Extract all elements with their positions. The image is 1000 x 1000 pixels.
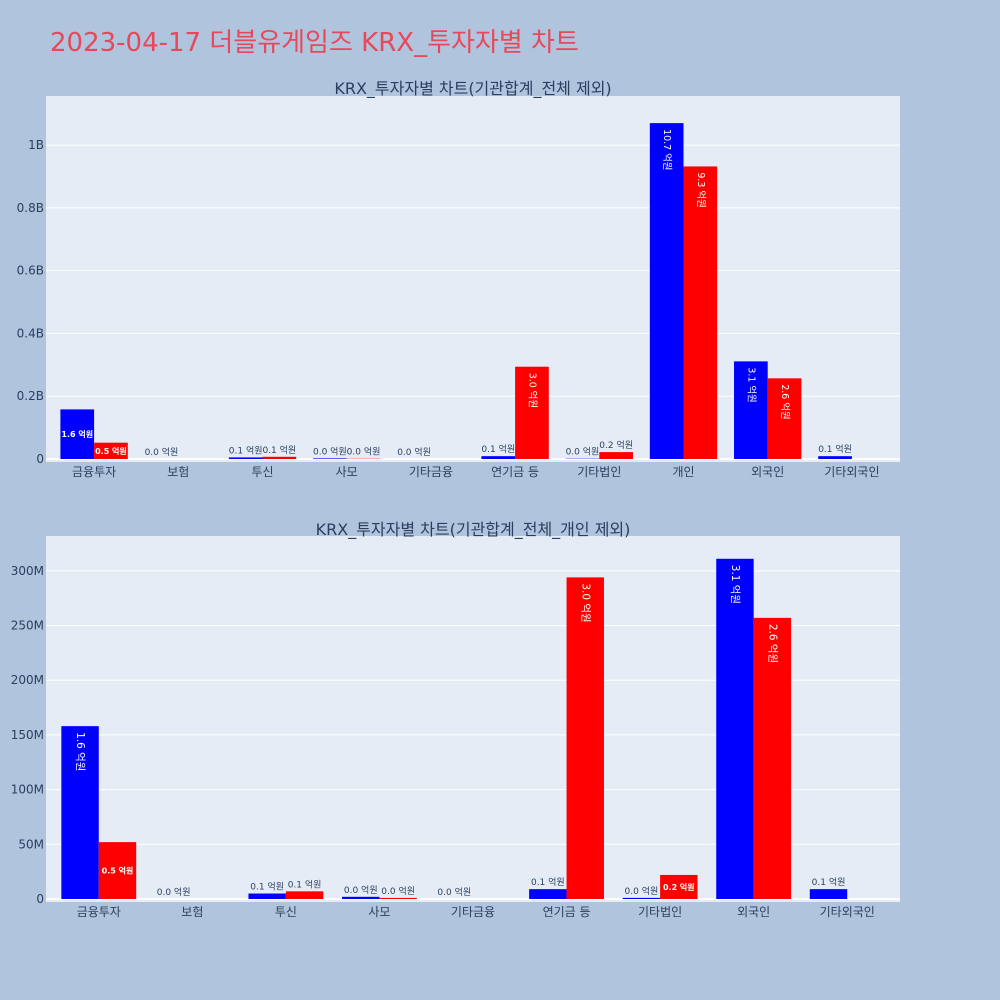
bar-value-label: 0.0 억원 [437,886,471,898]
y-tick-label: 200M [11,673,44,687]
y-tick-label: 1B [28,138,44,152]
y-tick-label: 250M [11,619,44,633]
bar-buy [481,456,516,459]
bar-value-label: 1.6 억원 [74,732,86,771]
page-title: 2023-04-17 더블유게임즈 KRX_투자자별 차트 [50,28,579,58]
bar-value-label: 0.1 억원 [818,443,852,455]
bar-sell [98,842,137,899]
y-tick-label: 50M [18,837,44,851]
bar-buy [734,361,768,459]
y-tick-label: 0.8B [17,201,44,215]
bar-buy [342,896,380,899]
bar-value-label: 0.0 억원 [157,886,191,898]
bar-value-label: 0.1 억원 [288,878,322,890]
bar-sell [767,378,802,459]
bar-value-label: 9.3 억원 [695,172,707,207]
bar-value-label: 0.2 억원 [663,882,695,892]
bar-value-label: 0.5 억원 [95,446,127,456]
bar-value-label: 0.1 억원 [262,444,296,456]
bar-value-label: 0.0 억원 [566,446,600,458]
bar-sell [515,366,549,459]
x-tick-label: 연기금 등 [543,905,591,919]
x-tick-label: 금융투자 [77,905,121,919]
y-tick-label: 0.2B [17,389,44,403]
bar-buy [529,889,567,899]
y-tick-label: 300M [11,564,44,578]
bar-value-label: 0.5 억원 [102,866,134,876]
y-tick-label: 0 [36,452,44,466]
x-tick-label: 투신 [275,905,297,919]
x-tick-label: 보험 [167,465,189,479]
bar-sell [683,166,718,459]
bar-value-label: 0.0 억원 [381,885,415,897]
bar-buy [809,889,848,899]
bar-buy [248,893,286,899]
chart-1: 0 0.2B 0.4B 0.6B 0.8B 1B KRX_투자자별 차트(기관합계_전체 제… [17,79,900,479]
x-tick-label: 기타외국인 [820,905,875,919]
bar-value-label: 0.0 억원 [347,446,381,458]
x-tick-label: 기타법인 [577,465,621,479]
y-tick-label: 0.4B [17,326,44,340]
x-tick-label: 사모 [368,905,390,919]
x-tick-label: 기타외국인 [824,465,879,479]
x-tick-label: 기타금융 [409,465,453,479]
bar-value-label: 0.2 억원 [599,439,633,451]
x-tick-label: 개인 [672,465,694,479]
bar-value-label: 0.0 억원 [344,884,378,896]
bar-buy [313,458,347,459]
bar-value-label: 0.0 억원 [145,446,179,458]
x-tick-label: 투신 [251,465,273,479]
x-tick-label: 금융투자 [72,465,116,479]
bar-value-label: 0.1 억원 [229,444,263,456]
bar-value-label: 3.1 억원 [729,565,741,604]
bar-value-label: 0.1 억원 [250,881,284,893]
bar-value-label: 10.7 억원 [661,129,673,170]
y-tick-label: 150M [11,728,44,742]
bar-value-label: 0.1 억원 [812,876,846,888]
bar-sell [753,617,792,899]
bar-buy [61,726,99,899]
bar-value-label: 0.1 억원 [531,876,565,888]
x-tick-label: 기타법인 [638,905,682,919]
bar-value-label: 0.1 억원 [481,443,515,455]
bar-sell [566,577,604,899]
x-tick-label: 보험 [181,905,203,919]
bar-sell [660,874,698,899]
y-tick-label: 100M [11,783,44,797]
y-tick-label: 0 [36,892,44,906]
chart-title: KRX_투자자별 차트(기관합계_전체 제외) [334,79,611,99]
bar-value-label: 2.6 억원 [779,384,791,419]
chart-title: KRX_투자자별 차트(기관합계_전체_개인 제외) [316,520,631,540]
bar-buy [818,456,852,459]
bar-value-label: 0.0 억원 [397,446,431,458]
bar-buy [60,409,95,459]
chart-2: 0 50M 100M 150M 200M 250M 300M KRX_투자자별 차트(기관합계… [11,520,900,919]
bar-value-label: 0.0 억원 [313,445,347,457]
bar-sell [599,452,633,459]
bar-value-label: 1.6 억원 [61,429,93,439]
bar-value-label: 0.0 억원 [625,885,659,897]
bar-buy [716,558,754,899]
bar-sell [94,442,128,459]
bar-buy [649,123,684,460]
x-tick-label: 외국인 [737,905,770,919]
x-tick-label: 외국인 [751,465,784,479]
bar-buy [622,897,661,899]
bar-buy [228,457,263,459]
y-tick-label: 0.6B [17,264,44,278]
bar-value-label: 3.0 억원 [526,373,538,408]
bar-sell [379,897,417,899]
bar-value-label: 2.6 억원 [766,624,778,663]
x-tick-label: 기타금융 [451,905,495,919]
x-tick-label: 연기금 등 [491,465,539,479]
bar-sell [262,456,297,459]
bar-value-label: 3.0 억원 [579,583,591,622]
bar-value-label: 3.1 억원 [745,367,757,402]
bar-sell [285,891,324,899]
x-tick-label: 사모 [336,465,358,479]
